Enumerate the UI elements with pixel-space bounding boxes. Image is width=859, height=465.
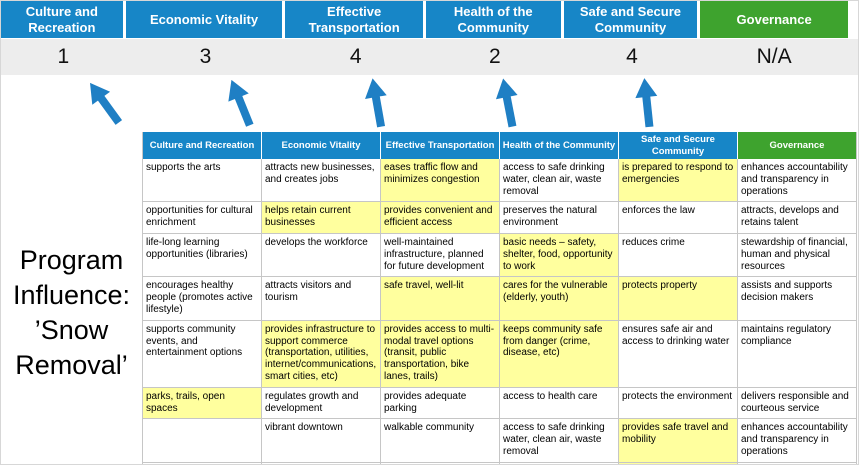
score-economic-vitality: 3	[199, 45, 212, 68]
matrix-cell-r5c1: supports community events, and entertain…	[143, 320, 262, 388]
matrix-cell-r6c2: regulates growth and development	[262, 387, 381, 420]
matrix-cell-r4c6: assists and supports decision makers	[738, 277, 857, 321]
matrix-cell-r5c4: keeps community safe from danger (crime,…	[500, 320, 619, 388]
program-influence-matrix: Culture and Recreation Economic Vitality E…	[142, 132, 857, 464]
up-arrow-icon	[90, 82, 123, 125]
matrix-cell-r1c5: is prepared to respond to emergencies	[619, 159, 738, 203]
matrix-cell-r3c4: basic needs – safety, shelter, food, opp…	[500, 233, 619, 278]
matrix-cell-r6c5: protects the environment	[619, 387, 738, 420]
matrix-cell-r2c5: enforces the law	[619, 202, 738, 234]
matrix-cell-r8c5: looks after it's most vulnerable	[619, 462, 738, 464]
matrix-cell-r1c4: access to safe drinking water, clean air…	[500, 159, 619, 203]
banner-cell-health-of-the-community: Health of the Community	[425, 1, 564, 38]
up-arrow-icon	[495, 78, 518, 128]
matrix-cell-r2c3: provides convenient and efficient access	[381, 202, 500, 234]
matrix-cell-r6c6: delivers responsible and courteous servi…	[738, 387, 857, 420]
matrix-cell-r8c2	[262, 462, 381, 464]
matrix-cell-r4c4: cares for the vulnerable (elderly, youth…	[500, 277, 619, 321]
matrix-cell-r7c2: vibrant downtown	[262, 419, 381, 463]
matrix-cell-r8c4	[500, 462, 619, 464]
matrix-cell-r1c6: enhances accountability and transparency…	[738, 159, 857, 203]
matrix-cell-r3c6: stewardship of financial, human and phys…	[738, 233, 857, 278]
page-title: Program Influence: ’Snow Removal’	[12, 244, 131, 381]
scoreboard-header: Culture and Recreation Economic Vitality…	[1, 1, 858, 38]
up-arrow-icon	[365, 78, 387, 128]
matrix-cell-r3c2: develops the workforce	[262, 233, 381, 278]
matrix-cell-r6c3: provides adequate parking	[381, 387, 500, 420]
matrix-cell-r3c3: well-maintained infrastructure, planned …	[381, 233, 500, 278]
matrix-header-effective-transportation: Effective Transportation	[381, 132, 500, 159]
matrix-cell-r4c5: protects property	[619, 277, 738, 321]
main-area: Program Influence: ’Snow Removal’ Cultur…	[1, 132, 858, 464]
matrix-cell-r2c1: opportunities for cultural enrichment	[143, 202, 262, 234]
score-governance: N/A	[756, 45, 792, 68]
arrows-row	[1, 75, 858, 132]
matrix-cell-r8c3	[381, 462, 500, 464]
matrix-cell-r3c1: life-long learning opportunities (librar…	[143, 233, 262, 278]
matrix-cell-r4c1: encourages healthy people (promotes acti…	[143, 277, 262, 321]
matrix-cell-r1c2: attracts new businesses, and creates job…	[262, 159, 381, 203]
matrix-cell-r1c3: eases traffic flow and minimizes congest…	[381, 159, 500, 203]
banner-cell-effective-transportation: Effective Transportation	[285, 1, 426, 38]
matrix-cell-r3c5: reduces crime	[619, 233, 738, 278]
matrix-cell-r1c1: supports the arts	[143, 159, 262, 203]
matrix-cell-r7c1	[143, 419, 262, 463]
matrix-cell-r2c4: preserves the natural environment	[500, 202, 619, 234]
banner-cell-culture-and-recreation: Culture and Recreation	[1, 1, 126, 38]
score-bar: 1 3 4 2 4 N/A	[1, 39, 858, 75]
matrix-cell-r7c5: provides safe travel and mobility	[619, 419, 738, 463]
matrix-header-health-of-the-community: Health of the Community	[500, 132, 619, 159]
matrix-cell-r5c6: maintains regulatory compliance	[738, 320, 857, 388]
matrix-cell-r5c3: provides access to multi-modal travel op…	[381, 320, 500, 388]
score-effective-transportation: 4	[349, 45, 362, 68]
up-arrow-icon	[228, 79, 254, 127]
matrix-cell-r8c1	[143, 462, 262, 464]
banner-cell-governance: Governance	[700, 1, 848, 38]
matrix-header-culture-and-recreation: Culture and Recreation	[143, 132, 262, 159]
matrix-header-governance: Governance	[738, 132, 857, 159]
banner-cell-economic-vitality: Economic Vitality	[125, 1, 286, 38]
title-column: Program Influence: ’Snow Removal’	[1, 132, 142, 464]
matrix-cell-r6c1: parks, trails, open spaces	[143, 387, 262, 420]
matrix-cell-r7c3: walkable community	[381, 419, 500, 463]
score-safe-and-secure-community: 4	[626, 45, 638, 68]
matrix-cell-r4c3: safe travel, well-lit	[381, 277, 500, 321]
score-culture-and-recreation: 1	[57, 45, 70, 68]
matrix-cell-r5c5: ensures safe air and access to drinking …	[619, 320, 738, 388]
banner-cell-safe-and-secure-community: Safe and Secure Community	[563, 1, 701, 38]
matrix-cell-r5c2: provides infrastructure to support comme…	[262, 320, 381, 388]
matrix-header-economic-vitality: Economic Vitality	[262, 132, 381, 159]
matrix-cell-r4c2: attracts visitors and tourism	[262, 277, 381, 321]
matrix-cell-r8c6	[738, 462, 857, 464]
matrix-cell-r2c6: attracts, develops and retains talent	[738, 202, 857, 234]
matrix-cell-r2c2: helps retain current businesses	[262, 202, 381, 234]
up-arrow-icon	[635, 78, 658, 128]
score-health-of-the-community: 2	[488, 45, 501, 68]
matrix-cell-r7c4: access to safe drinking water, clean air…	[500, 419, 619, 463]
matrix-cell-r7c6: enhances accountability and transparency…	[738, 419, 857, 463]
matrix-header-safe-and-secure-community: Safe and Secure Community	[619, 132, 738, 159]
matrix-cell-r6c4: access to health care	[500, 387, 619, 420]
